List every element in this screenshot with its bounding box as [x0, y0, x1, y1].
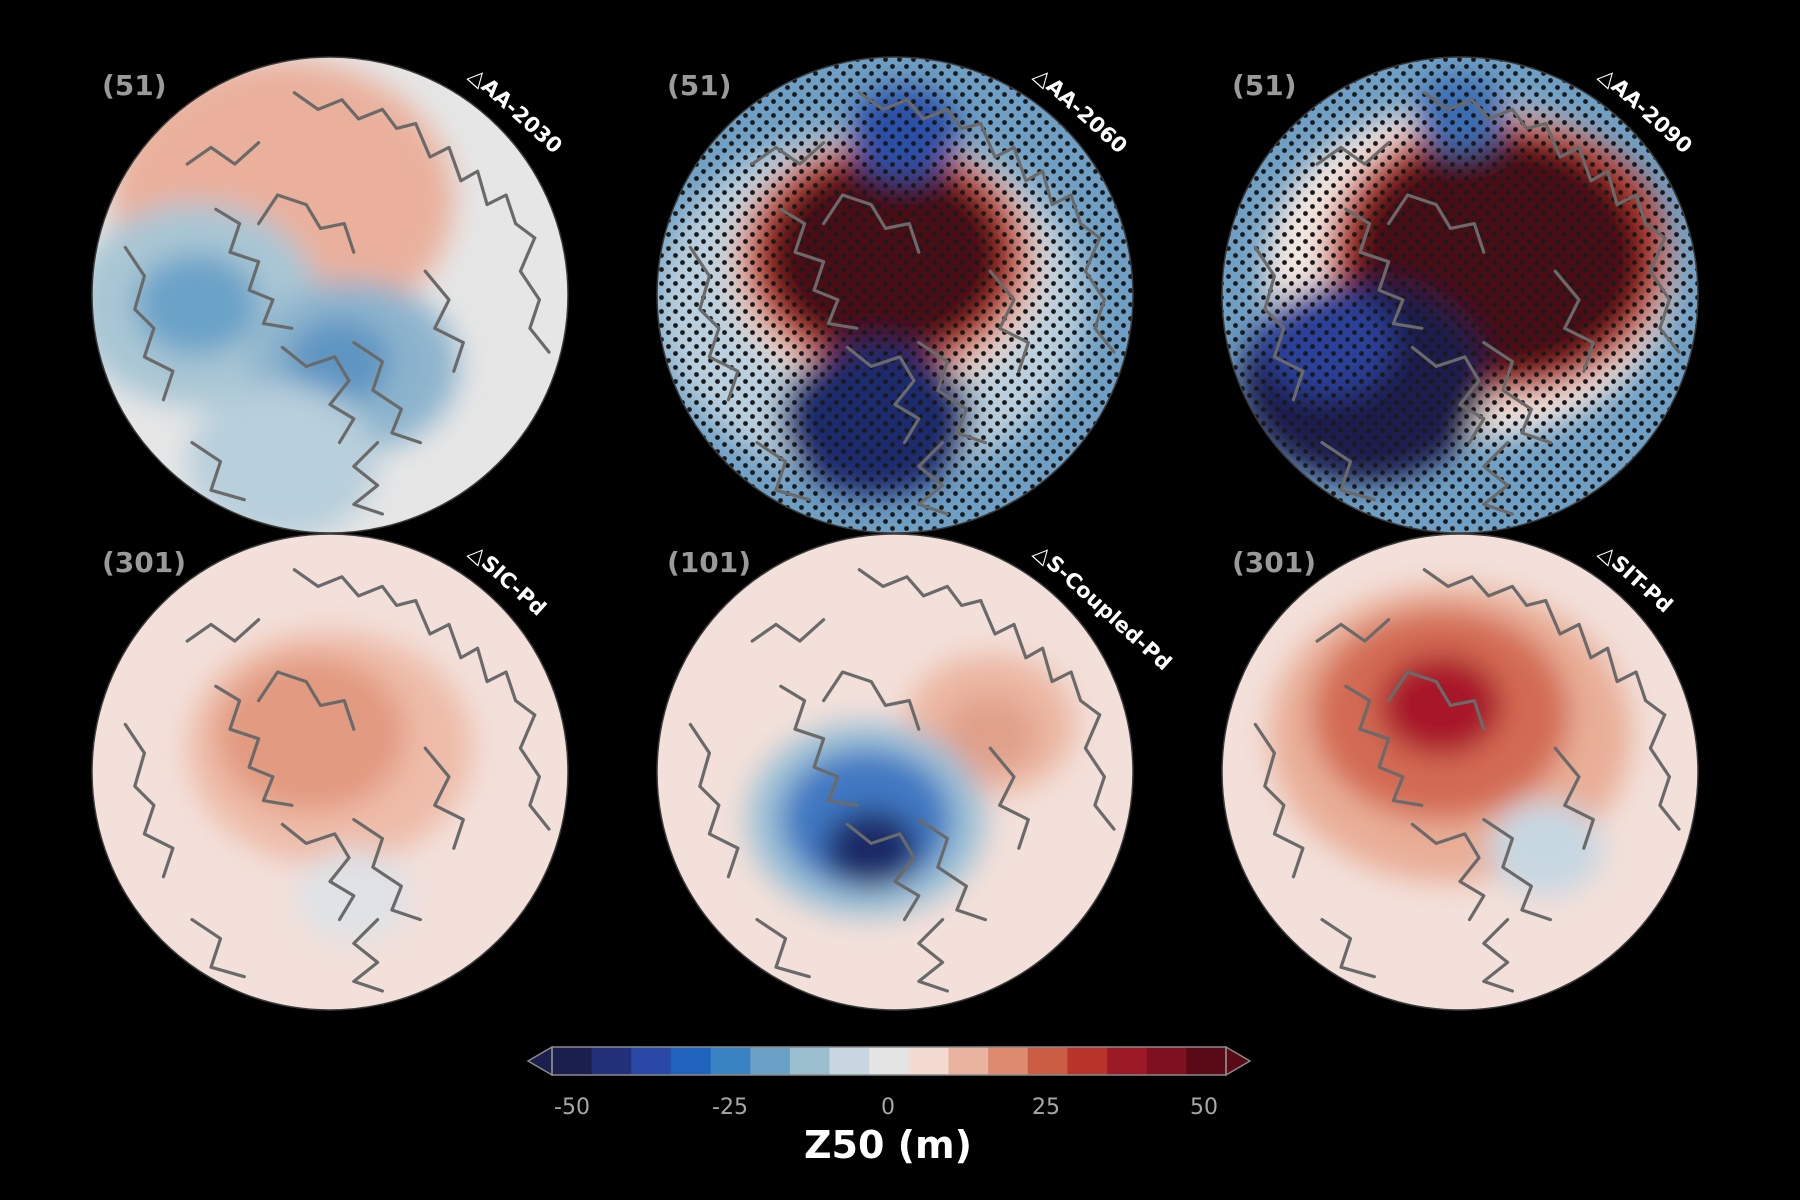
coastlines: [688, 568, 1116, 993]
colorbar-tick: -25: [712, 1095, 748, 1120]
anomaly-region: [134, 253, 259, 356]
colorbar-tick: 0: [881, 1095, 895, 1120]
panel-count: (101): [667, 546, 751, 579]
panel-count: (301): [1232, 546, 1316, 579]
coastlines: [1253, 568, 1681, 993]
colorbar-cell: [1186, 1047, 1227, 1075]
coastlines: [123, 91, 551, 516]
map-outline: [91, 56, 569, 534]
colorbar-frame: [551, 1046, 1227, 1076]
colorbar-tick: -50: [554, 1095, 590, 1120]
colorbar-cells: [552, 1047, 1227, 1075]
colorbar-extend-high: [1225, 1045, 1252, 1077]
map-panel: (301) △SIT-Pd: [1221, 533, 1699, 1011]
colorbar-cell: [552, 1047, 593, 1075]
colorbar-cell: [631, 1047, 672, 1075]
panel-count: (51): [102, 69, 167, 102]
colorbar-cell: [1146, 1047, 1187, 1075]
map-panel: (51) △AA-2090: [1221, 56, 1699, 534]
map-outline: [1221, 533, 1699, 1011]
colorbar-ticks: -50 -25 0 25 50: [554, 1095, 1218, 1120]
map-outline: [91, 533, 569, 1011]
anomaly-region: [1379, 654, 1503, 757]
colorbar-cell: [948, 1047, 989, 1075]
colorbar: -50 -25 0 25 50 Z50 (m): [526, 1045, 1252, 1167]
colorbar-cell: [869, 1047, 910, 1075]
map-panel: (301) △SIC-Pd: [91, 533, 569, 1011]
significance-stippling: [657, 57, 1133, 533]
colorbar-cell: [829, 1047, 870, 1075]
colorbar-cell: [750, 1047, 791, 1075]
colorbar-label: Z50 (m): [804, 1123, 972, 1167]
map-outline: [1221, 56, 1699, 534]
coastlines: [1253, 91, 1681, 516]
panel-count: (51): [667, 69, 732, 102]
anomaly-region: [287, 318, 392, 405]
anomaly-region: [823, 809, 919, 888]
colorbar-extend-low: [526, 1045, 553, 1077]
map-panel: (51) △AA-2030: [91, 56, 569, 534]
map-panels: (51) △AA-2030 (51) △AA-2060 (51) △AA-2090(301…: [91, 56, 1699, 1011]
map-outline: [656, 533, 1134, 1011]
panel-count: (51): [1232, 69, 1297, 102]
colorbar-cell: [789, 1047, 831, 1075]
map-panel: (51) △AA-2060: [656, 56, 1134, 534]
colorbar-tick: 25: [1032, 1095, 1060, 1120]
coastlines: [123, 568, 551, 993]
colorbar-cell: [908, 1047, 949, 1075]
anomaly-region: [187, 383, 378, 533]
colorbar-tick: 50: [1190, 1095, 1218, 1120]
map-panel: (101) △S-Coupled-Pd: [656, 533, 1176, 1011]
coastlines: [688, 91, 1116, 516]
colorbar-cell: [710, 1047, 751, 1075]
colorbar-cell: [1107, 1047, 1148, 1075]
colorbar-cell: [591, 1047, 632, 1075]
anomaly-region: [1488, 801, 1603, 895]
panel-count: (301): [102, 546, 186, 579]
colorbar-cell: [1067, 1047, 1108, 1075]
anomaly-region: [942, 694, 1038, 773]
significance-stippling: [1222, 57, 1698, 533]
colorbar-cell: [670, 1047, 712, 1075]
map-outline: [656, 56, 1134, 534]
colorbar-cell: [988, 1047, 1029, 1075]
colorbar-cell: [1027, 1047, 1068, 1075]
